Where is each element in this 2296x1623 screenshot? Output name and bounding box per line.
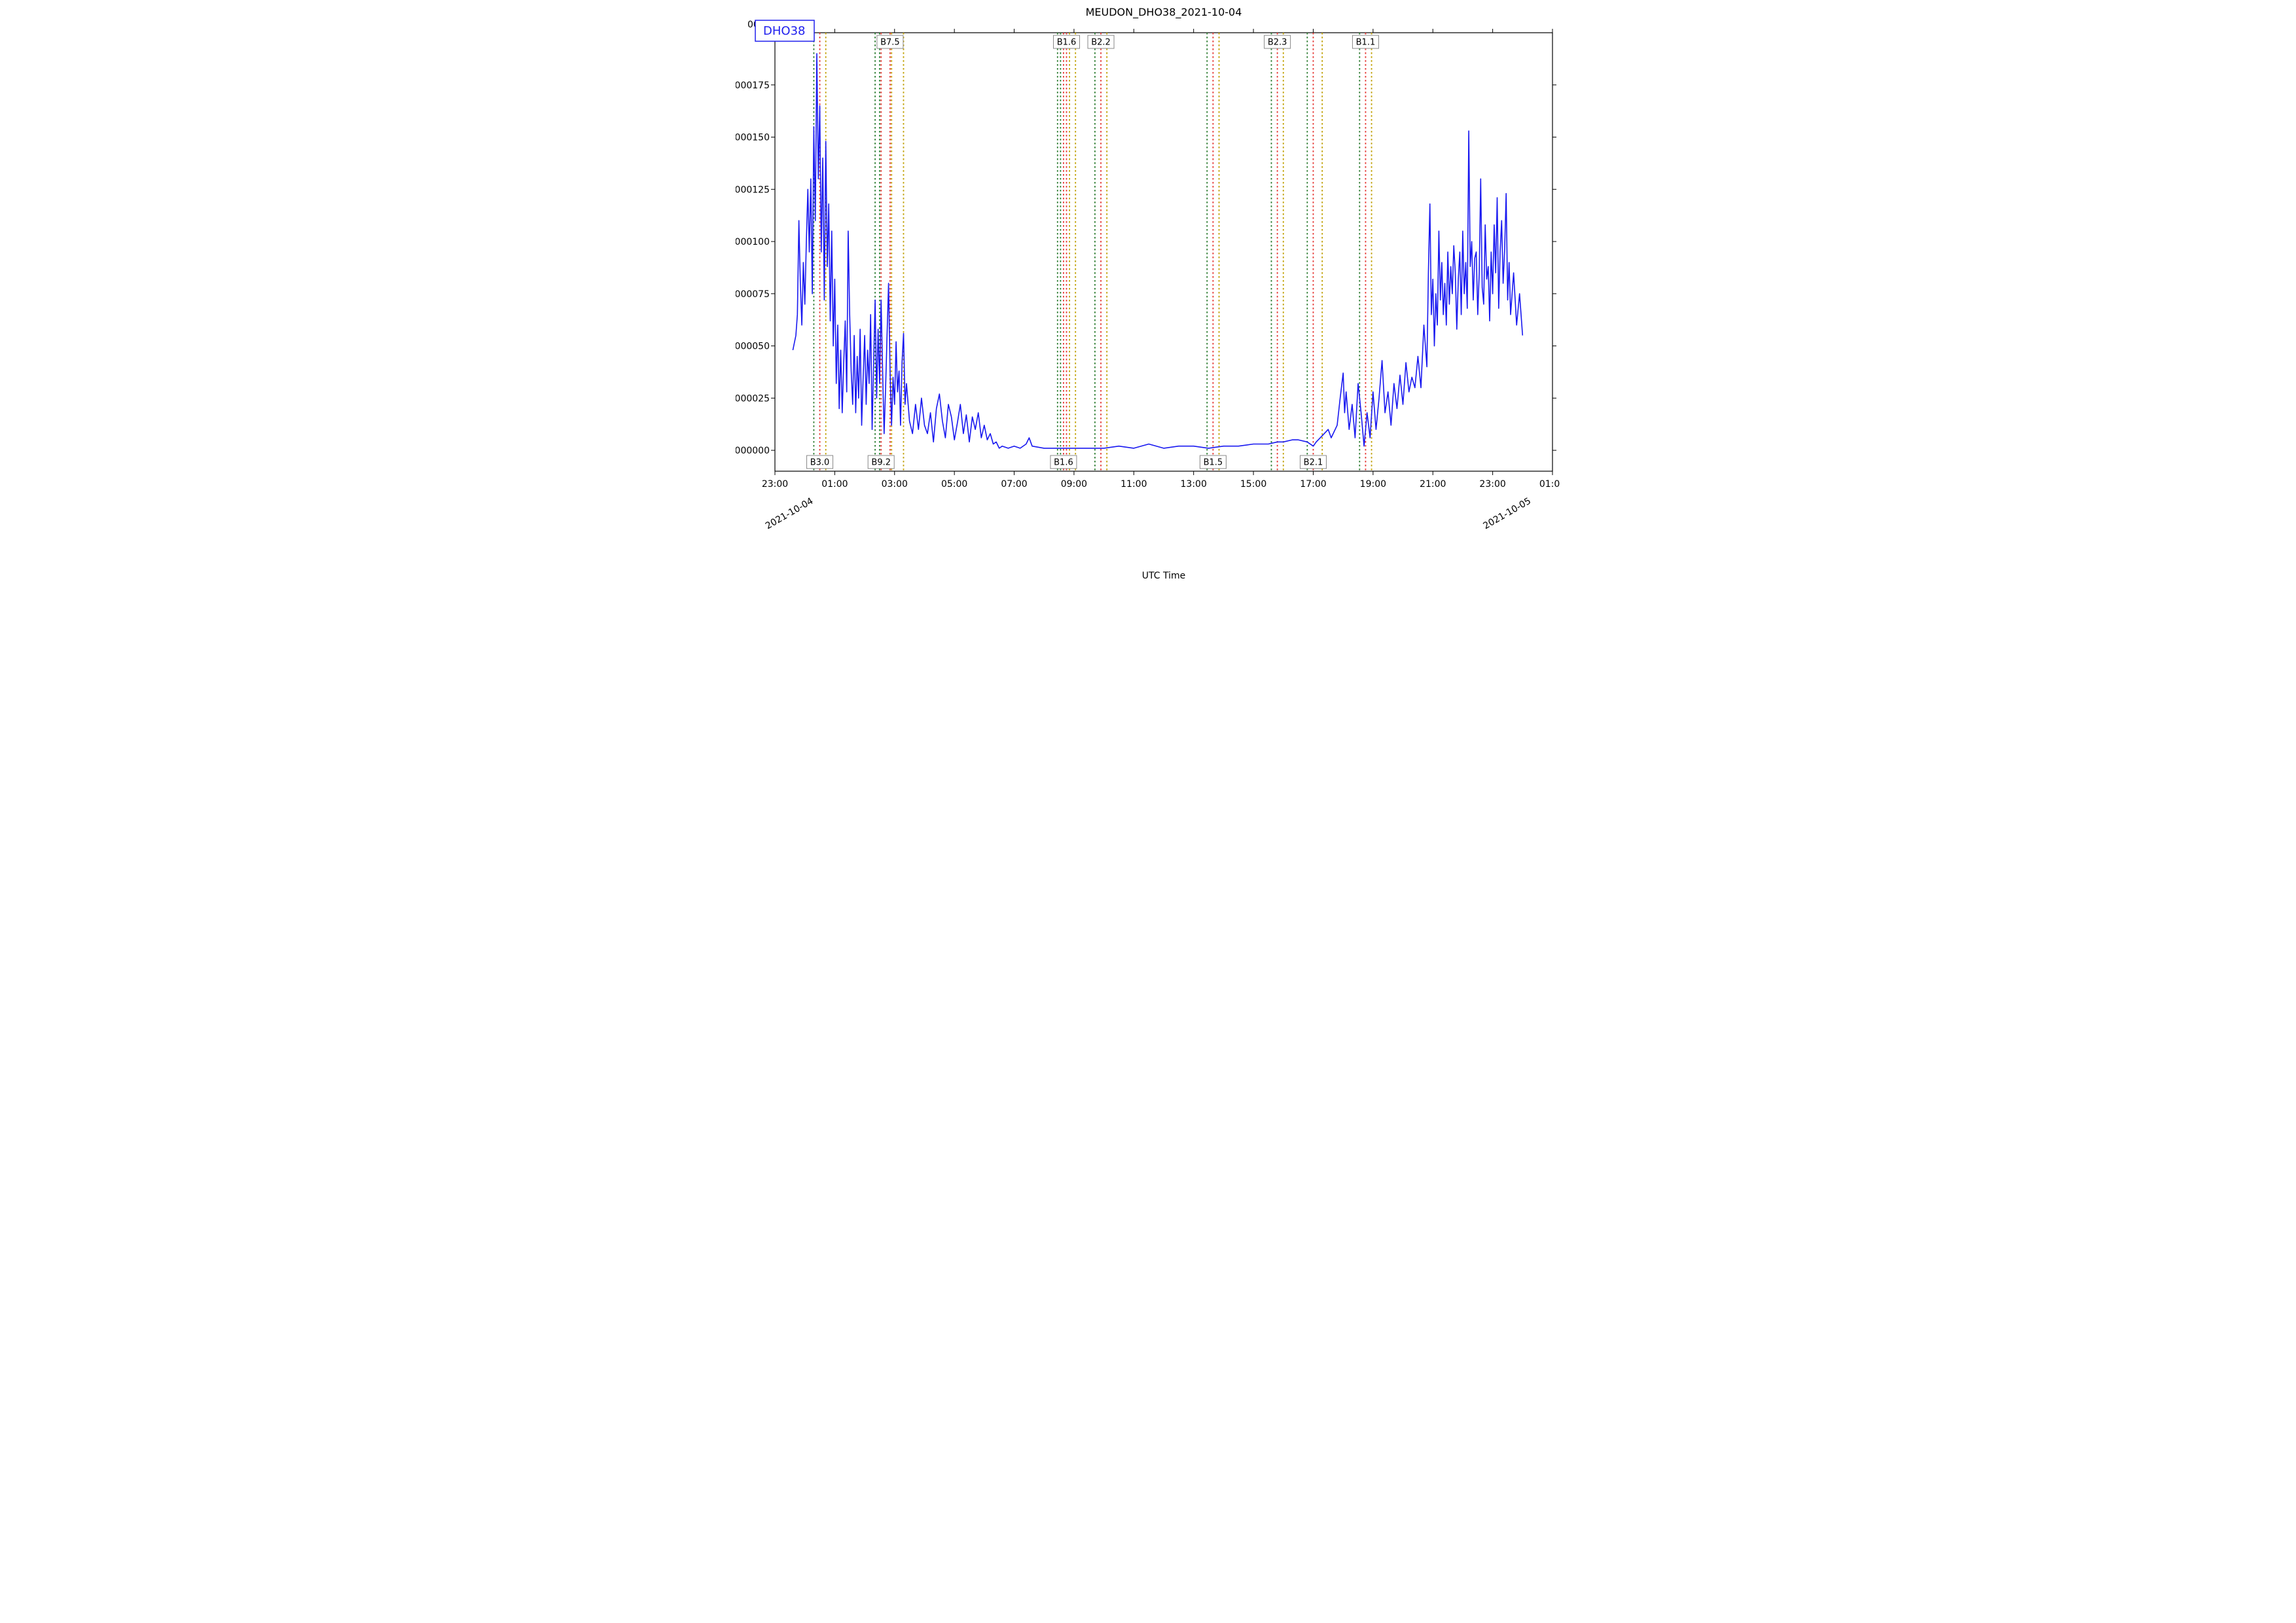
y-tick-label: 000175 xyxy=(736,80,770,91)
flare-label: B2.1 xyxy=(1300,455,1326,469)
chart-title: MEUDON_DHO38_2021-10-04 xyxy=(1086,6,1242,19)
flare-label-text: B2.1 xyxy=(1304,458,1323,468)
flare-label: B1.6 xyxy=(1054,35,1080,48)
flare-label-text: B9.2 xyxy=(871,458,891,468)
x-tick-label: 23:00 xyxy=(762,479,788,490)
flare-label-text: B3.0 xyxy=(810,458,830,468)
flare-label: B7.5 xyxy=(877,35,903,48)
x-tick-label: 07:00 xyxy=(1001,479,1027,490)
y-tick-label: 000050 xyxy=(736,342,770,352)
chart-container: MEUDON_DHO38_2021-10-04 000000 000025 00005… xyxy=(736,0,1560,582)
flare-label-text: B1.6 xyxy=(1057,38,1077,48)
x-tick-label: 21:00 xyxy=(1420,479,1446,490)
chart-svg: MEUDON_DHO38_2021-10-04 000000 000025 00005… xyxy=(736,0,1560,582)
flare-markers xyxy=(814,33,1371,471)
flare-label-text: B1.6 xyxy=(1054,458,1073,468)
flare-label-text: B2.2 xyxy=(1091,38,1111,48)
x-tick-label: 09:00 xyxy=(1061,479,1087,490)
flare-label-text: B1.5 xyxy=(1204,458,1223,468)
x-tick-label: 01:00 xyxy=(821,479,848,490)
x-tick-label: 23:00 xyxy=(1479,479,1505,490)
x-tick-label: 05:00 xyxy=(941,479,967,490)
flare-label-text: B2.3 xyxy=(1268,38,1287,48)
flare-label: B3.0 xyxy=(807,455,833,469)
x-tick-label: 15:00 xyxy=(1240,479,1266,490)
x-date-mark: 2021-10-05 xyxy=(1482,496,1533,532)
flare-label: B1.1 xyxy=(1352,35,1378,48)
x-tick-label: 13:00 xyxy=(1181,479,1207,490)
y-tick-label: 000075 xyxy=(736,289,770,300)
x-date-mark: 2021-10-04 xyxy=(764,496,816,532)
flare-label: B1.6 xyxy=(1050,455,1077,469)
flare-label: B2.2 xyxy=(1088,35,1114,48)
y-tick-label: 000025 xyxy=(736,393,770,404)
y-tick-label: 000150 xyxy=(736,133,770,143)
x-tick-label: 01:00 xyxy=(1539,479,1560,490)
flare-label: B1.5 xyxy=(1200,455,1226,469)
flare-label-text: B1.1 xyxy=(1356,38,1376,48)
y-tick-label: 000000 xyxy=(736,446,770,456)
x-tick-label: 17:00 xyxy=(1300,479,1326,490)
x-axis-label: UTC Time xyxy=(1142,571,1185,581)
x-tick-label: 11:00 xyxy=(1121,479,1147,490)
legend-text: DHO38 xyxy=(763,24,805,38)
y-tick-label: 000125 xyxy=(736,185,770,195)
legend: DHO38 xyxy=(755,20,814,41)
x-tick-label: 03:00 xyxy=(882,479,908,490)
data-series-line xyxy=(793,54,1522,448)
y-tick-label: 000100 xyxy=(736,237,770,247)
flare-label: B9.2 xyxy=(868,455,894,469)
flare-label: B2.3 xyxy=(1265,35,1291,48)
x-tick-label: 19:00 xyxy=(1360,479,1386,490)
flare-label-text: B7.5 xyxy=(880,38,900,48)
